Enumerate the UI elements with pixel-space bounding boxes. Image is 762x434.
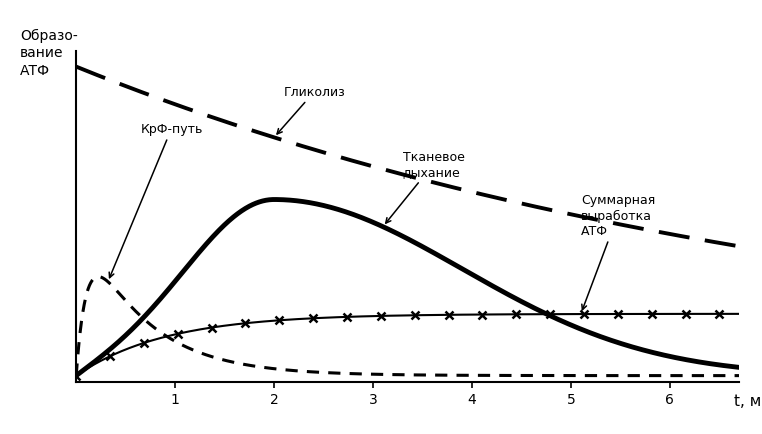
Text: Образо-
вание
АТФ: Образо- вание АТФ [20,29,78,78]
Text: Суммарная
выработка
АТФ: Суммарная выработка АТФ [581,194,655,310]
Text: t, мин: t, мин [735,393,762,408]
Text: Тканевое
дыхание: Тканевое дыхание [386,151,465,224]
Text: КрФ-путь: КрФ-путь [109,122,203,278]
Text: Гликолиз: Гликолиз [277,85,346,135]
